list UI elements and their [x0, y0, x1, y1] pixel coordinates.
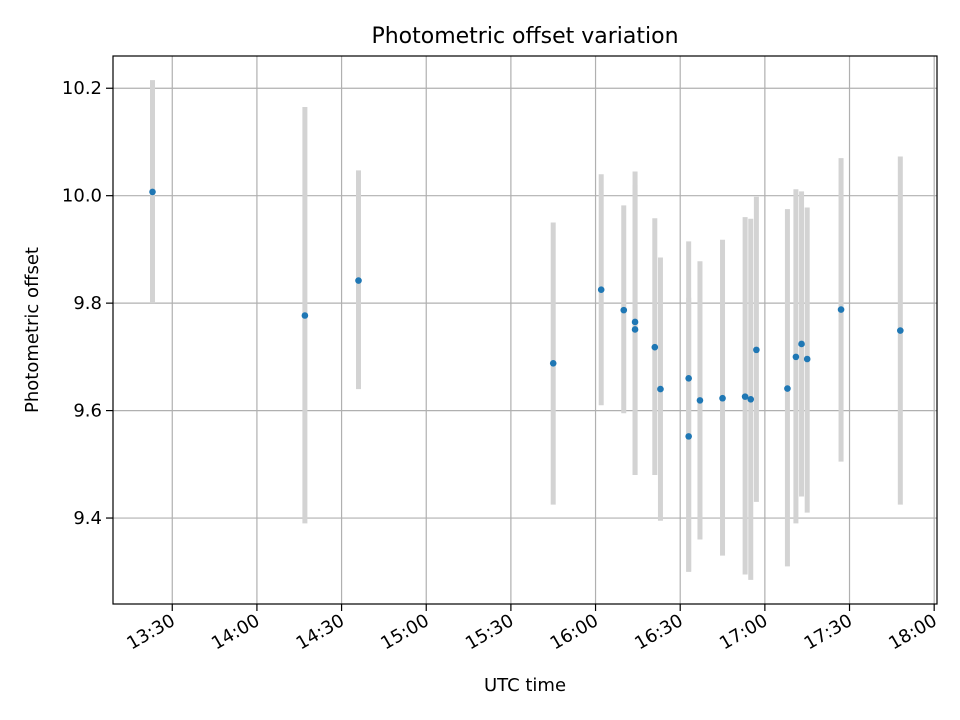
y-tick-label: 10.0	[62, 186, 102, 207]
data-points	[149, 188, 904, 440]
y-axis-ticks: 9.4 9.6 9.8 10.0 10.2	[62, 78, 113, 529]
data-point	[597, 286, 605, 294]
y-axis-label: Photometric offset	[22, 247, 43, 413]
data-point	[753, 346, 760, 354]
data-point	[657, 385, 664, 393]
plot-frame	[112, 55, 938, 605]
data-point	[741, 393, 749, 400]
data-point	[792, 353, 800, 361]
data-point	[685, 433, 692, 440]
x-axis-label: UTC time	[484, 675, 566, 696]
data-point	[631, 326, 639, 333]
data-point	[696, 397, 704, 404]
data-point	[301, 312, 309, 319]
data-point	[149, 188, 156, 196]
data-point	[803, 355, 811, 363]
chart-title: Photometric offset variation	[371, 24, 678, 49]
data-point	[631, 318, 639, 326]
data-point	[837, 306, 845, 313]
data-point	[897, 327, 904, 334]
y-tick-label: 9.4	[73, 508, 102, 529]
y-tick-label: 9.8	[73, 293, 102, 314]
data-point	[798, 340, 805, 348]
data-point	[784, 385, 791, 392]
data-point	[549, 360, 557, 367]
data-point	[747, 396, 755, 403]
y-tick-label: 10.2	[62, 78, 102, 99]
y-tick-label: 9.6	[73, 401, 102, 422]
data-point	[719, 394, 726, 402]
data-point	[620, 306, 628, 314]
data-point	[651, 343, 659, 351]
data-point	[685, 375, 692, 382]
data-point	[355, 277, 362, 284]
